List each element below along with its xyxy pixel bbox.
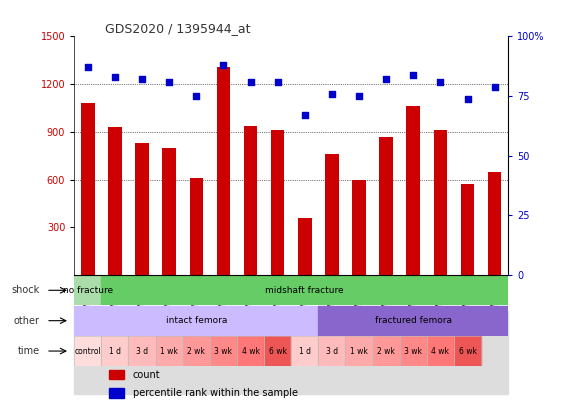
Bar (325, 154, 339, 275)
Point (409, 71, 418, 78)
Bar (74, 311, 508, 394)
Bar (102, 337, 128, 366)
Point (463, 95, 472, 102)
Bar (135, 143, 149, 275)
Text: 3 d: 3 d (136, 347, 148, 356)
Bar (427, 337, 454, 366)
Text: 1 d: 1 d (109, 347, 121, 356)
Point (164, 79, 174, 85)
Bar (400, 337, 427, 366)
Text: fractured femora: fractured femora (375, 316, 452, 325)
Point (83, 64, 93, 71)
Bar (372, 337, 400, 366)
Text: shock: shock (11, 285, 39, 295)
Bar (74, 276, 102, 305)
Text: 3 wk: 3 wk (214, 347, 232, 356)
Bar (162, 148, 176, 275)
Bar (244, 126, 258, 275)
Text: no fracture: no fracture (63, 286, 113, 295)
Text: percentile rank within the sample: percentile rank within the sample (133, 388, 298, 398)
Bar (190, 178, 203, 275)
Text: midshaft fracture: midshaft fracture (266, 286, 344, 295)
Text: 1 wk: 1 wk (350, 347, 368, 356)
Bar (264, 337, 291, 366)
Bar (352, 180, 366, 275)
Bar (102, 337, 128, 366)
Bar (74, 306, 319, 335)
Bar (291, 337, 319, 366)
Text: count: count (133, 370, 160, 379)
Bar (74, 337, 102, 366)
Bar (128, 337, 155, 366)
Bar (271, 130, 284, 275)
Point (381, 76, 391, 83)
Text: intact femora: intact femora (166, 316, 227, 325)
Point (110, 74, 119, 80)
Bar (345, 337, 372, 366)
Bar (183, 337, 210, 366)
Bar (108, 127, 122, 275)
Bar (427, 337, 454, 366)
Bar (372, 337, 400, 366)
Bar (155, 337, 183, 366)
Bar (109, 370, 124, 379)
Bar (183, 337, 210, 366)
Bar (345, 337, 372, 366)
Text: 4 wk: 4 wk (431, 347, 449, 356)
Point (355, 93, 364, 99)
Text: other: other (14, 315, 39, 326)
Bar (264, 337, 291, 366)
Bar (210, 337, 237, 366)
Bar (461, 184, 475, 275)
Bar (237, 337, 264, 366)
Point (300, 112, 309, 118)
Bar (237, 337, 264, 366)
Bar (298, 218, 312, 275)
Bar (400, 337, 427, 366)
Bar (407, 107, 420, 275)
Point (138, 76, 147, 83)
Text: 3 d: 3 d (326, 347, 338, 356)
Point (246, 79, 255, 85)
Bar (488, 172, 501, 275)
Text: 2 wk: 2 wk (187, 347, 205, 356)
Point (273, 79, 282, 85)
Bar (210, 337, 237, 366)
Bar (319, 337, 345, 366)
Text: 1 d: 1 d (299, 347, 311, 356)
Bar (128, 337, 155, 366)
Bar (319, 306, 508, 335)
Text: time: time (17, 346, 39, 356)
Text: 6 wk: 6 wk (459, 347, 477, 356)
Text: control: control (74, 347, 101, 356)
Point (436, 79, 445, 85)
Bar (216, 67, 230, 275)
Bar (291, 337, 319, 366)
Text: GDS2020 / 1395944_at: GDS2020 / 1395944_at (104, 22, 250, 35)
Bar (155, 337, 183, 366)
Point (219, 62, 228, 68)
Bar (319, 337, 345, 366)
Bar (74, 337, 102, 366)
Text: 1 wk: 1 wk (160, 347, 178, 356)
Bar (454, 337, 481, 366)
Point (490, 83, 499, 90)
Text: 6 wk: 6 wk (268, 347, 287, 356)
Text: 2 wk: 2 wk (377, 347, 395, 356)
Text: 4 wk: 4 wk (242, 347, 260, 356)
Bar (81, 103, 95, 275)
Bar (109, 388, 124, 398)
Bar (454, 337, 481, 366)
Point (327, 90, 336, 97)
Bar (433, 130, 447, 275)
Bar (379, 137, 393, 275)
Text: 3 wk: 3 wk (404, 347, 423, 356)
Point (192, 93, 201, 99)
